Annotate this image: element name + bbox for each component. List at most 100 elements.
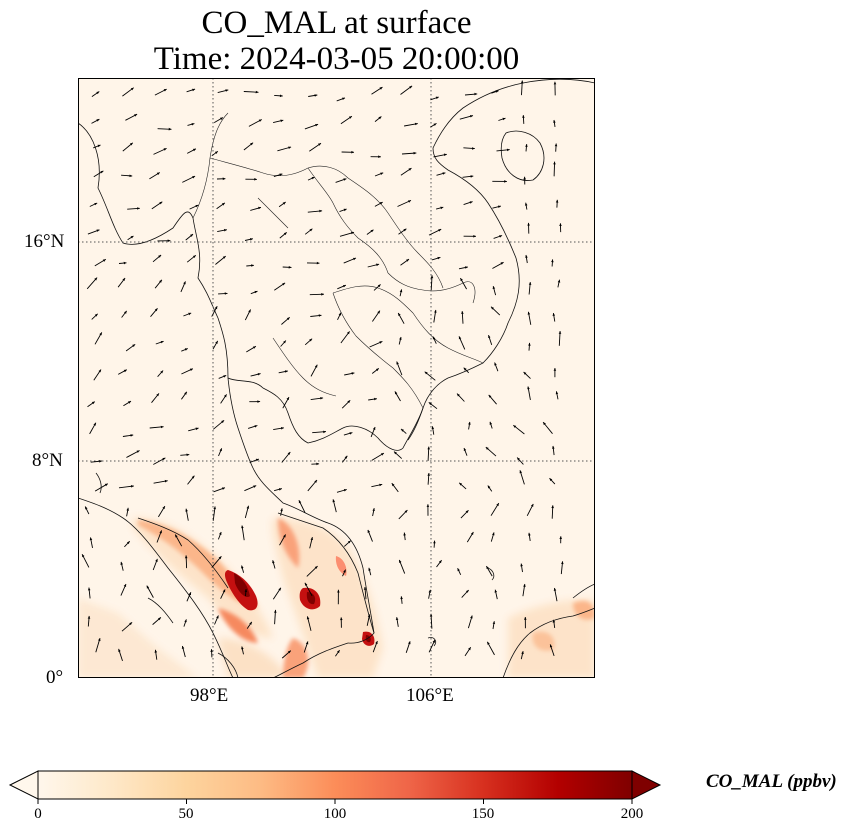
wind-vector-head [223,375,227,378]
wind-vector-head [353,257,356,261]
wind-vector-head [314,94,318,97]
wind-vector-head [129,622,133,626]
wind-vector-head [473,235,476,238]
wind-vector-head [222,589,226,593]
wind-vector-head [258,119,262,122]
wind-vector-head [378,116,382,120]
wind-vector-head [183,281,186,285]
wind-vector-head [379,341,383,344]
wind-vector-head [351,372,355,375]
wind-vector-head [185,508,188,512]
wind-vector-head [408,168,412,171]
wind-vector-head [368,567,371,571]
wind-vector-head [492,286,496,289]
wind-vector-head [398,313,401,316]
wind-vector-head [186,453,190,457]
wind-vector-head [343,489,347,492]
wind-vector-head [192,148,196,152]
wind-vector-head [555,199,559,203]
wind-vector-head [97,144,101,148]
wind-vector-head [87,615,91,619]
wind-vector-head [222,256,226,259]
wind-vector-head [298,500,302,504]
wind-vector-head [214,306,218,310]
wind-vector-head [443,153,447,157]
wind-vector-head [442,172,446,175]
wind-vector-head [525,255,528,258]
wind-vector-head [221,202,225,206]
wind-vector-head [130,434,134,437]
wind-vector-head [492,532,495,536]
wind-vector-head [254,178,257,181]
wind-vector-head [318,314,322,317]
wind-vector-head [98,369,101,373]
wind-vector-head [372,508,375,511]
wind-vector-head [283,232,287,236]
wind-vector-head [519,470,523,474]
wind-vector-head [414,122,418,126]
wind-vector-head [315,124,319,127]
wind-vector-head [458,336,462,340]
wind-vector-head [494,362,497,366]
wind-vector-head [82,554,85,558]
wind-vector-head [184,619,187,623]
colorbar-tick-50: 50 [178,806,194,822]
wind-vector-head [175,534,178,538]
wind-vector-head [348,116,352,119]
wind-vector-head [214,151,218,154]
wind-vector-head [343,285,346,288]
wind-vector-head [154,649,158,653]
wind-vector-head [504,180,507,183]
colorbar-extend-low [8,770,39,800]
wind-vector-head [99,460,102,463]
colorbar-tick-100: 100 [323,806,347,822]
wind-vector-head [287,452,291,455]
wind-vector-head [220,117,223,120]
wind-vector-head [85,506,88,510]
wind-vector-head [344,455,348,459]
wind-vector-head [281,427,284,430]
wind-vector-head [190,234,193,237]
wind-vector-head [395,617,399,620]
wind-vector-head [408,641,411,645]
wind-vector-head [406,259,409,262]
wind-vector-head [282,202,286,205]
wind-vector-head [401,428,404,432]
wind-vector-head [394,451,397,455]
wind-vector-head [314,566,318,569]
wind-vector-head [347,331,350,335]
wind-vector-head [305,641,309,645]
wind-vector-head [192,88,196,92]
wind-vector-head [558,331,562,334]
wind-vector-head [134,114,138,117]
wind-vector-head [158,255,162,258]
wind-vector-head [184,348,188,351]
wind-vector-head [284,370,288,373]
wind-vector-head [472,147,475,150]
wind-vector-head [246,505,250,509]
wind-vector-head [457,393,460,397]
wind-vector-head [168,127,172,131]
wind-vector-head [257,400,261,403]
wind-vector-head [528,532,531,536]
wind-vector-head [163,89,167,92]
wind-vector-head [524,617,527,620]
wind-vector-head [555,391,559,395]
wind-vector-head [323,430,326,434]
wind-vector-head [437,256,441,260]
wind-vector-head [399,337,402,340]
colorbar-tick-0: 0 [34,806,42,822]
wind-vector-head [375,641,378,644]
wind-vector-head [553,368,557,371]
wind-vector-head [377,284,381,288]
wind-vector-head [320,397,324,400]
wind-vector-head [278,488,282,491]
wind-vector-head [367,529,371,533]
wind-vector-head [309,228,313,232]
wind-vector-head [91,401,95,405]
wind-vector-head [318,143,321,146]
wind-vector-head [316,261,320,265]
wind-vector-head [553,588,557,591]
wind-vector-head [311,177,315,180]
wind-vector-head [254,425,258,428]
